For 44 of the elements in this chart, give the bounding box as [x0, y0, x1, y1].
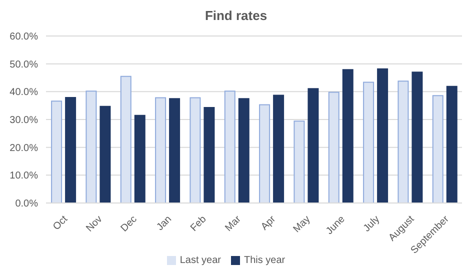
- bar: [238, 98, 250, 203]
- chart-title: Find rates: [204, 8, 268, 23]
- y-tick-label: 10.0%: [10, 170, 38, 182]
- x-tick-label: June: [324, 214, 348, 237]
- x-tick-label: May: [292, 214, 313, 236]
- bar: [273, 94, 284, 203]
- y-tick-label: 0.0%: [15, 198, 38, 210]
- x-tick-label: Mar: [223, 213, 244, 234]
- y-tick-label: 50.0%: [10, 59, 38, 70]
- legend-label: This year: [244, 255, 286, 266]
- bar: [328, 92, 340, 203]
- bar: [294, 120, 305, 203]
- bar: [398, 80, 409, 203]
- bar: [432, 95, 444, 203]
- x-tick-label: Apr: [259, 213, 278, 233]
- bar: [204, 107, 215, 203]
- bar: [224, 90, 236, 203]
- x-tick-label: Jan: [154, 214, 174, 234]
- y-tick-label: 40.0%: [10, 87, 38, 98]
- x-tick-label: Feb: [188, 214, 209, 234]
- x-tick-label: Oct: [51, 214, 70, 233]
- bar: [65, 97, 76, 203]
- bar: [190, 97, 201, 203]
- bar: [446, 86, 458, 203]
- bar: [308, 88, 319, 203]
- bar: [155, 97, 166, 203]
- x-tick-label: Dec: [118, 214, 140, 234]
- legend-label: Last year: [180, 255, 221, 266]
- bar: [86, 90, 97, 203]
- y-tick-label: 30.0%: [10, 115, 38, 126]
- y-tick-label: 20.0%: [10, 142, 38, 154]
- bar: [134, 114, 146, 203]
- x-tick-label: Nov: [84, 214, 105, 234]
- bar: [120, 76, 132, 203]
- bar: [377, 68, 388, 203]
- x-tick-label: July: [362, 214, 382, 234]
- bar: [51, 100, 62, 203]
- bar: [412, 72, 423, 203]
- bar: [342, 69, 354, 203]
- bar: [100, 106, 111, 203]
- bar: [363, 82, 374, 203]
- bar: [169, 98, 180, 203]
- y-tick-label: 60.0%: [10, 32, 38, 43]
- bar: [259, 104, 270, 203]
